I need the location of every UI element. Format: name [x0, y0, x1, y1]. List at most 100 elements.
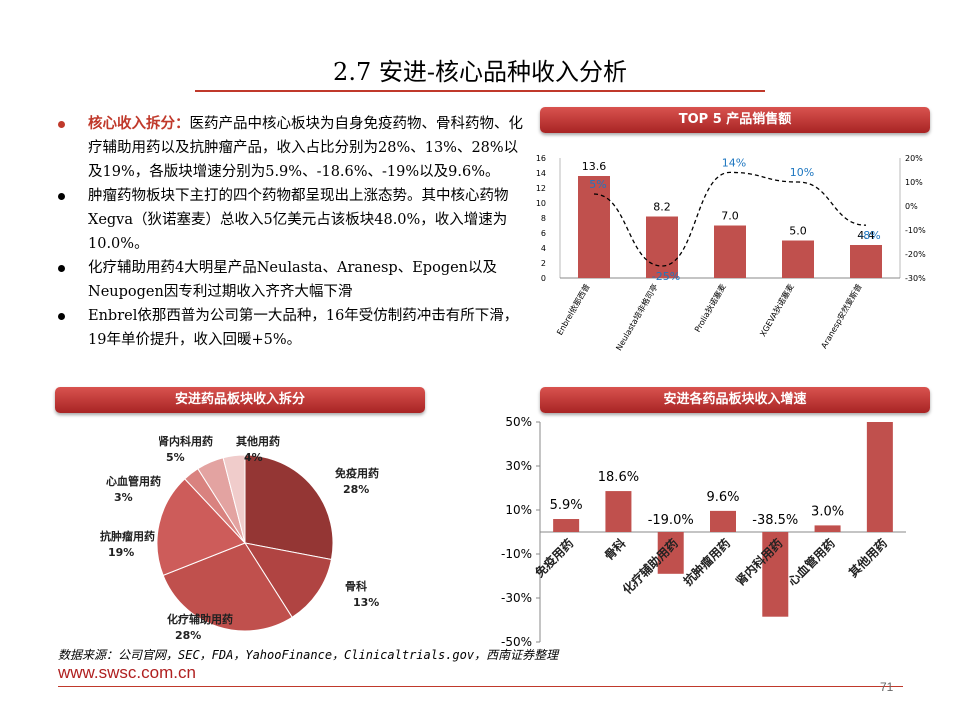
pie-slice [156, 478, 246, 577]
title-underline [195, 90, 765, 92]
y2-tick-label: -20% [905, 250, 926, 259]
bar [850, 245, 882, 278]
bullet-item: 化疗辅助用药4大明星产品Neulasta、Aranesp、Epogen以及Neu… [58, 256, 528, 304]
pie-label: 肾内科用药 [158, 434, 213, 448]
bar-value-label: 4.4 [857, 229, 875, 242]
growth-label: -25% [652, 270, 680, 283]
pie-value-label: 13% [353, 596, 379, 609]
x-tick-label: 心血管用药 [785, 536, 838, 589]
bar [762, 532, 789, 617]
bar-value-label: -19.0% [648, 513, 694, 528]
bar [605, 491, 632, 532]
slide-title: 2.7 安进-核心品种收入分析 [333, 58, 627, 86]
y-tick-label: 2 [541, 259, 546, 268]
website-link[interactable]: www.swsc.com.cn [58, 663, 196, 682]
bullet-item: Enbrel依那西普为公司第一大品种，16年受仿制药冲击有所下滑，19年单价提升… [58, 304, 528, 352]
pie-value-label: 4% [244, 451, 263, 464]
y-tick-label: 0 [541, 274, 546, 283]
footer-divider [58, 686, 903, 687]
revenue-split-pie-chart: 免疫用药 28% 骨科 13% 化疗辅助用药 28% 抗肿瘤用药 19% 心血管用药 3% 肾内科用… [100, 434, 379, 640]
growth-label: 14% [722, 156, 746, 169]
y-tick-label: 6 [541, 229, 546, 238]
x-tick-label: 其他用药 [845, 536, 890, 581]
bar-value-label: -38.5% [752, 513, 798, 528]
growth-chart-banner: 安进各药品板块收入增速 [540, 387, 930, 413]
growth-label: -8% [859, 229, 880, 242]
y-tick-label: 50% [505, 415, 532, 429]
pie-label: 其他用药 [236, 434, 280, 448]
bullet-dot-icon [58, 313, 65, 320]
bar-value-label: 3.0% [811, 504, 844, 519]
bullet-dot-icon [58, 121, 65, 128]
y-tick-label: -30% [501, 591, 532, 605]
y-tick-label: 10% [505, 503, 532, 517]
y-tick-label: 10 [536, 199, 546, 208]
bar-value-label: 8.2 [653, 201, 671, 214]
y-tick-label: 30% [505, 459, 532, 473]
bullet-dot-icon [58, 193, 65, 200]
y2-tick-label: -30% [905, 274, 926, 283]
bar-value-label: 5.0 [789, 225, 807, 238]
x-tick-label: Enbrel依那西普 [554, 282, 591, 337]
bar [782, 240, 814, 278]
x-tick-label: 免疫用药 [532, 536, 577, 581]
growth-label: 5% [589, 178, 606, 191]
bar [646, 216, 678, 278]
x-tick-label: Aranesp安然爱斯普 [819, 282, 864, 350]
x-tick-label: Neulasta培非格司亭 [613, 282, 659, 352]
y2-tick-label: -10% [905, 226, 926, 235]
x-tick-label: Prolia狄诺塞麦 [692, 282, 728, 334]
pie-slice [243, 542, 333, 618]
pie-value-label: 5% [166, 451, 185, 464]
pie-label: 抗肿瘤用药 [100, 529, 155, 543]
bar [814, 525, 841, 532]
pie-slice [222, 454, 246, 544]
bar-value-label: 5.9% [550, 498, 583, 513]
y-tick-label: 14 [536, 169, 546, 178]
bullet-highlight: 核心收入拆分： [88, 115, 190, 132]
pie-value-label: 28% [343, 483, 369, 496]
bar [657, 532, 684, 574]
bar-value-label: 7.0 [721, 210, 739, 223]
x-tick-label: 骨科 [601, 536, 629, 564]
y-tick-label: 8 [541, 214, 546, 223]
bar-value-label: 9.6% [706, 490, 739, 505]
pie-value-label: 28% [175, 629, 201, 640]
top5-sales-chart: 0 2 4 6 8 10 12 14 16 -30% -20% -10% 0% 10% 20% 13.6 Enb… [536, 154, 926, 352]
y-tick-label: 4 [541, 244, 546, 253]
pie-slice [162, 542, 293, 632]
bullet-text: 医药产品中核心板块为自身免疫药物、骨科药物、化疗辅助用药以及抗肿瘤产品，收入占比… [88, 116, 523, 180]
pie-label: 骨科 [345, 579, 367, 593]
y2-tick-label: 0% [905, 202, 918, 211]
bullet-item: 肿瘤药物板块下主打的四个药物都呈现出上涨态势。其中核心药物Xegva（狄诺塞麦）… [58, 184, 528, 256]
pie-label: 免疫用药 [335, 466, 379, 480]
bar [714, 225, 746, 278]
y2-tick-label: 20% [905, 154, 923, 163]
bar [553, 519, 580, 532]
pie-chart-banner: 安进药品板块收入拆分 [55, 387, 425, 413]
y2-tick-label: 10% [905, 178, 923, 187]
y-tick-label: 12 [536, 184, 546, 193]
bullet-text: 肿瘤药物板块下主打的四个药物都呈现出上涨态势。其中核心药物Xegva（狄诺塞麦）… [88, 188, 509, 252]
growth-label: 10% [790, 166, 814, 179]
x-tick-label: XGEVA狄诺塞麦 [757, 282, 795, 338]
bar [578, 176, 610, 278]
bullet-text: Enbrel依那西普为公司第一大品种，16年受仿制药冲击有所下滑，19年单价提升… [88, 308, 519, 348]
growth-line [593, 171, 867, 267]
x-tick-label: 抗肿瘤用药 [680, 536, 733, 589]
bullet-text: 化疗辅助用药4大明星产品Neulasta、Aranesp、Epogen以及Neu… [88, 260, 498, 300]
page-number: 71 [880, 680, 894, 694]
bar [866, 422, 893, 532]
pie-label: 心血管用药 [106, 474, 161, 488]
bullet-dot-icon [58, 265, 65, 272]
pie-value-label: 3% [114, 491, 133, 504]
y-tick-label: 16 [536, 154, 546, 163]
segment-growth-chart: -50% -30% -10% 10% 30% 50% 5.9% 免疫用药 18.6% 骨科 -19.… [501, 415, 906, 649]
top5-chart-banner: TOP 5 产品销售额 [540, 107, 930, 133]
bullet-list: 核心收入拆分：医药产品中核心板块为自身免疫药物、骨科药物、化疗辅助用药以及抗肿瘤… [58, 112, 528, 352]
pie-label: 化疗辅助用药 [167, 612, 233, 626]
pie-value-label: 19% [108, 546, 134, 559]
bar-value-label: 13.6 [582, 160, 607, 173]
data-source: 数据来源：公司官网，SEC，FDA，YahooFinance，Clinicalt… [58, 648, 559, 662]
bar [710, 510, 736, 532]
